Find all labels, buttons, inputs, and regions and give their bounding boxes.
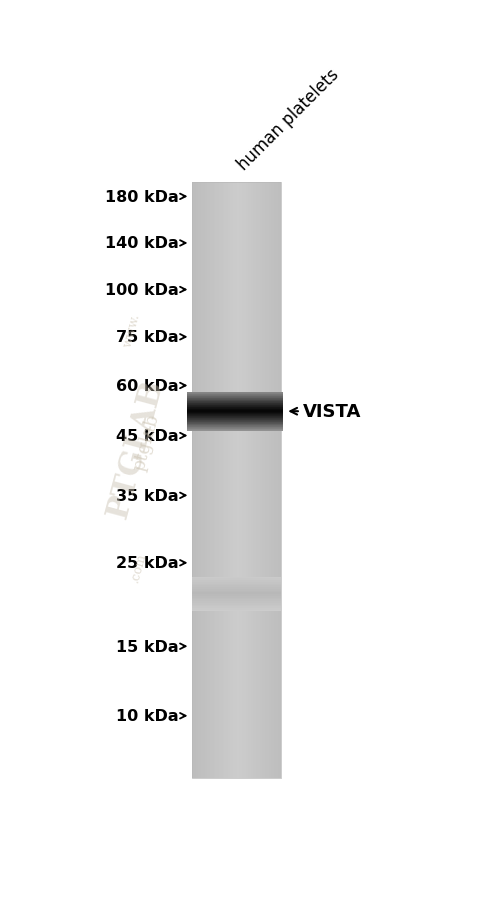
Bar bbox=[192, 583, 282, 584]
Bar bbox=[254, 183, 256, 778]
Text: PTGLAB: PTGLAB bbox=[102, 376, 170, 521]
Bar bbox=[218, 183, 219, 778]
Bar bbox=[246, 183, 248, 778]
Bar bbox=[192, 587, 282, 589]
Bar bbox=[192, 577, 282, 612]
Bar bbox=[269, 183, 270, 778]
Bar bbox=[192, 585, 282, 587]
Bar bbox=[224, 183, 226, 778]
Text: .com: .com bbox=[128, 550, 148, 583]
Text: www.: www. bbox=[122, 312, 143, 349]
Bar bbox=[198, 183, 200, 778]
Bar bbox=[222, 183, 224, 778]
Bar bbox=[262, 183, 264, 778]
Bar bbox=[194, 183, 196, 778]
Bar bbox=[226, 183, 228, 778]
Bar bbox=[219, 183, 221, 778]
Bar bbox=[266, 183, 267, 778]
Text: VISTA: VISTA bbox=[303, 403, 361, 420]
Bar bbox=[260, 183, 262, 778]
Bar bbox=[272, 183, 274, 778]
Text: 10 kDa: 10 kDa bbox=[116, 708, 179, 723]
Bar bbox=[238, 183, 240, 778]
Bar bbox=[274, 183, 276, 778]
Bar bbox=[253, 183, 254, 778]
Bar bbox=[267, 183, 269, 778]
Bar bbox=[251, 183, 253, 778]
Bar bbox=[232, 183, 234, 778]
Bar bbox=[192, 610, 282, 612]
Bar bbox=[192, 577, 282, 579]
Bar bbox=[192, 589, 282, 591]
Bar bbox=[242, 183, 244, 778]
Bar bbox=[210, 183, 212, 778]
Text: human platelets: human platelets bbox=[234, 66, 342, 174]
Bar bbox=[237, 183, 238, 778]
Bar bbox=[216, 183, 218, 778]
Bar bbox=[212, 183, 214, 778]
Text: 140 kDa: 140 kDa bbox=[105, 236, 179, 251]
Bar bbox=[200, 183, 201, 778]
Bar bbox=[192, 600, 282, 602]
Bar bbox=[248, 183, 250, 778]
Bar bbox=[192, 183, 282, 778]
Bar bbox=[221, 183, 222, 778]
Bar bbox=[192, 591, 282, 593]
Bar bbox=[240, 183, 242, 778]
Bar bbox=[192, 594, 282, 596]
Text: 60 kDa: 60 kDa bbox=[116, 379, 179, 393]
Bar bbox=[256, 183, 258, 778]
Bar bbox=[192, 183, 194, 778]
Bar bbox=[270, 183, 272, 778]
Bar bbox=[205, 183, 206, 778]
Text: 75 kDa: 75 kDa bbox=[116, 330, 179, 345]
Bar bbox=[192, 605, 282, 606]
Bar bbox=[228, 183, 230, 778]
Bar bbox=[230, 183, 232, 778]
Text: ptglab: ptglab bbox=[130, 411, 162, 472]
Bar bbox=[201, 183, 203, 778]
Bar bbox=[192, 596, 282, 598]
Bar bbox=[250, 183, 251, 778]
Bar bbox=[214, 183, 216, 778]
Bar bbox=[192, 606, 282, 608]
Bar bbox=[208, 183, 210, 778]
Bar bbox=[192, 584, 282, 585]
Bar bbox=[192, 608, 282, 610]
Bar bbox=[192, 602, 282, 603]
Bar bbox=[276, 183, 278, 778]
Bar bbox=[244, 183, 246, 778]
Text: 45 kDa: 45 kDa bbox=[116, 428, 179, 444]
Text: 15 kDa: 15 kDa bbox=[116, 639, 179, 654]
Bar bbox=[192, 593, 282, 594]
Text: 35 kDa: 35 kDa bbox=[116, 488, 179, 503]
Text: 25 kDa: 25 kDa bbox=[116, 556, 179, 571]
Bar bbox=[203, 183, 205, 778]
Bar bbox=[192, 581, 282, 583]
Bar bbox=[196, 183, 198, 778]
Bar bbox=[234, 183, 235, 778]
Bar bbox=[264, 183, 266, 778]
Bar bbox=[192, 598, 282, 600]
Bar bbox=[278, 183, 280, 778]
Bar bbox=[258, 183, 260, 778]
Bar bbox=[280, 183, 281, 778]
Bar bbox=[192, 603, 282, 605]
Bar bbox=[206, 183, 208, 778]
Bar bbox=[192, 579, 282, 581]
Text: 180 kDa: 180 kDa bbox=[105, 189, 179, 205]
Text: 100 kDa: 100 kDa bbox=[105, 282, 179, 298]
Bar bbox=[235, 183, 237, 778]
